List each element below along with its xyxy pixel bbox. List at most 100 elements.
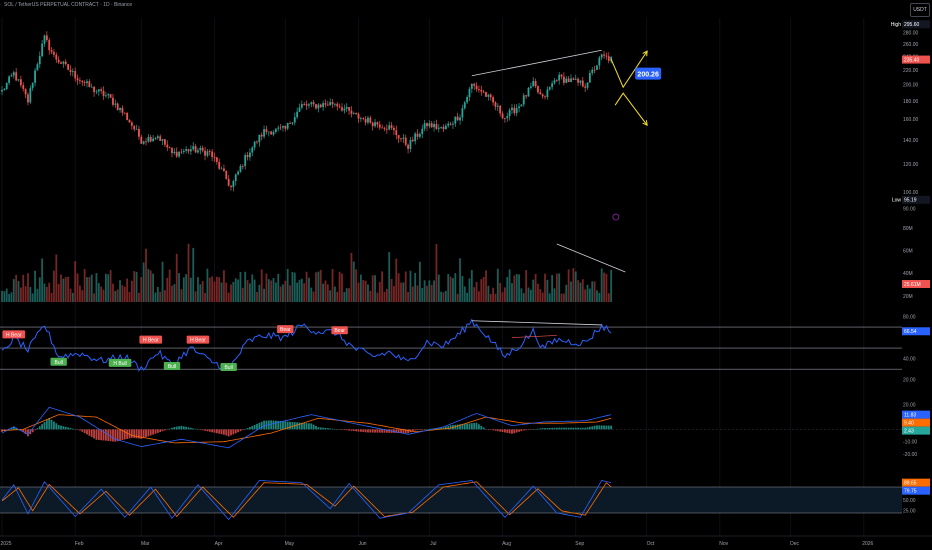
volume-bar (433, 280, 435, 302)
volume-bar (171, 285, 173, 302)
volume-bar (45, 286, 48, 302)
time-tick-11: Dec (790, 541, 799, 547)
macd-histogram-bar (522, 429, 525, 431)
volume-bar (149, 270, 152, 302)
drawings-layer[interactable]: 200.26 (471, 49, 662, 338)
volume-tick-3: 20M (903, 294, 913, 300)
candle-body (305, 104, 308, 106)
volume-bar (204, 293, 206, 302)
volume-bar (468, 278, 471, 302)
time-axis[interactable]: 2025 Feb Mar Apr May Jun Jul Aug Sep Oct Nov Dec 202… (0, 535, 932, 547)
candle-body (371, 122, 374, 127)
volume-bar (442, 292, 445, 302)
macd-histogram-bar (74, 429, 77, 430)
macd-histogram-bar (260, 421, 263, 430)
candle-body (130, 122, 133, 126)
symbol-title[interactable]: SOL / TetherUS PERPETUAL CONTRACT · 1D ·… (4, 2, 133, 8)
volume-bar (36, 288, 39, 302)
macd-histogram-bar (610, 425, 613, 430)
volume-bar (27, 273, 29, 302)
macd-histogram-bar (463, 423, 466, 430)
macd-histogram-bar (600, 425, 603, 430)
volume-bar (3, 291, 6, 302)
candle-body (187, 149, 190, 152)
candle-body (588, 73, 591, 83)
macd-histogram-bar (359, 429, 362, 432)
volume-bar (362, 280, 365, 302)
macd-histogram-bar (442, 427, 445, 430)
candle-body (503, 118, 506, 119)
volume-pane (1, 243, 613, 302)
volume-bar (97, 283, 100, 302)
volume-bar (447, 274, 450, 302)
rsi-divergence-tag-4: Bull (168, 364, 176, 370)
volume-bar (192, 247, 195, 302)
volume-bar (86, 277, 88, 302)
macd-histogram-bar (529, 429, 532, 430)
volume-bar (527, 287, 530, 302)
candle-body (553, 80, 556, 84)
volume-bar (161, 261, 164, 302)
macd-histogram-bar (539, 428, 542, 430)
candle-body (19, 79, 22, 86)
macd-histogram-bar (508, 429, 511, 434)
volume-bar (71, 292, 74, 302)
macd-histogram-bar (603, 425, 605, 430)
candle-body (31, 82, 34, 89)
volume-bar (603, 272, 605, 302)
candle-body (315, 104, 317, 109)
volume-bar (605, 273, 608, 302)
volume-bar (378, 281, 381, 302)
volume-bar (463, 286, 466, 302)
candle-body (326, 104, 329, 106)
candle-body (201, 147, 204, 151)
macd-histogram-bar (397, 429, 400, 433)
volume-bar (251, 274, 254, 302)
price-axis[interactable]: 90.00 100.00 120.00 140.00 160.00 180.00 200.0… (891, 20, 930, 515)
candle-body (10, 75, 13, 77)
candle-body (81, 80, 84, 83)
volume-bar (154, 292, 157, 302)
candle-body (480, 90, 483, 92)
macd-histogram-bar (437, 427, 440, 430)
macd-histogram-bar (251, 425, 254, 430)
volume-bar (289, 285, 291, 302)
volume-bar (194, 291, 197, 302)
macd-histogram-bar (376, 429, 379, 433)
macd-histogram-bar (69, 428, 72, 430)
candle-body (511, 107, 513, 111)
macd-histogram-bar (121, 429, 124, 441)
macd-histogram-bar (596, 425, 598, 430)
macd-histogram-bar (546, 428, 549, 430)
macd-histogram-bar (555, 427, 558, 430)
candle-body (223, 168, 225, 171)
macd-histogram-bar (145, 429, 147, 438)
candle-body (522, 95, 525, 105)
macd-histogram-bar (3, 429, 6, 431)
candle-body (293, 117, 296, 123)
candle-body (296, 111, 299, 118)
candle-body (168, 147, 171, 149)
currency-button[interactable]: USDT (910, 3, 930, 17)
volume-bar (534, 273, 537, 302)
candle-body (175, 151, 178, 157)
volume-bar (249, 283, 251, 302)
stoch-band-fill (0, 487, 902, 513)
macd-histogram-bar (336, 429, 339, 430)
price-tick-6: 200.00 (903, 83, 919, 89)
stoch-last-marker-1-bg (902, 486, 930, 495)
time-tick-7: Aug (502, 541, 511, 547)
volume-bar (593, 281, 596, 302)
macd-histogram-bar (142, 429, 145, 438)
volume-bar (279, 286, 282, 302)
volume-bar (303, 283, 306, 302)
price-pane[interactable] (1, 31, 613, 192)
macd-histogram-bar (558, 427, 561, 430)
macd-histogram-bar (345, 429, 348, 431)
macd-histogram-bar (161, 429, 164, 432)
candle-body (475, 85, 478, 90)
volume-bar (326, 284, 329, 302)
time-tick-1: Feb (75, 541, 84, 547)
macd-histogram-bar (1, 429, 3, 432)
